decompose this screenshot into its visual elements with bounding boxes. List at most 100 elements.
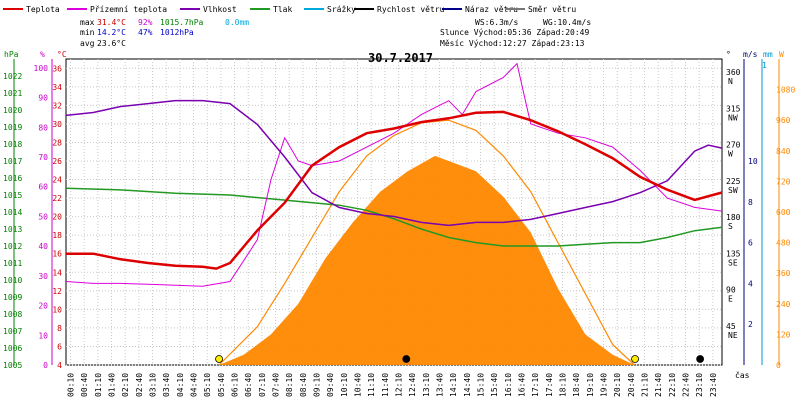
tick-hpa: 1015	[3, 191, 22, 200]
info-wg: WG:10.4m/s	[543, 18, 591, 27]
stat-min-label: min	[80, 28, 95, 37]
tick-time: 09:40	[326, 373, 335, 397]
tick-time: 19:40	[600, 373, 609, 397]
stat-avg-label: avg	[80, 39, 95, 48]
tick-celsius: 30	[52, 120, 62, 129]
tick-time: 16:40	[518, 373, 527, 397]
tick-time: 10:40	[354, 373, 363, 397]
tick-solar: 600	[776, 208, 791, 217]
tick-time: 14:10	[449, 373, 458, 397]
tick-wind: 2	[748, 320, 753, 329]
tick-time: 15:40	[490, 373, 499, 397]
tick-hpa: 1010	[3, 276, 22, 285]
tick-time: 16:10	[504, 373, 513, 397]
sunset-marker	[631, 355, 639, 363]
solar-radiation-area	[219, 155, 635, 365]
y-axis-ticks: 4681012141618202224262830323436100510061…	[3, 59, 795, 370]
tick-hpa: 1014	[3, 208, 22, 217]
tick-hpa: 1012	[3, 242, 22, 251]
legend-label: Vlhkost	[203, 5, 237, 14]
tick-wind: 10	[748, 157, 758, 166]
tick-solar: 120	[776, 330, 791, 339]
wind-unit: m/s	[743, 50, 758, 59]
tick-direction-degrees: 135	[726, 249, 741, 258]
tick-percent: 60	[38, 183, 48, 192]
tick-solar: 840	[776, 147, 791, 156]
tick-celsius: 34	[52, 83, 62, 92]
tick-percent: 20	[38, 302, 48, 311]
tick-wind: 8	[748, 198, 753, 207]
sunrise-marker	[215, 355, 223, 363]
tick-time: 15:10	[477, 373, 486, 397]
direction-unit: °	[726, 50, 731, 59]
tick-time: 11:40	[381, 373, 390, 397]
tick-time: 00:40	[80, 373, 89, 397]
tick-hpa: 1013	[3, 225, 22, 234]
tick-time: 04:10	[176, 373, 185, 397]
tick-hpa: 1021	[3, 89, 22, 98]
tick-time: 08:10	[285, 373, 294, 397]
legend-label: Rychlost větru	[377, 5, 445, 14]
tick-hpa: 1018	[3, 140, 22, 149]
tick-hpa: 1019	[3, 123, 22, 132]
legend-label: Náraz větru	[465, 5, 518, 14]
tick-time: 03:10	[149, 373, 158, 397]
tick-direction-compass: E	[728, 295, 733, 304]
tick-percent: 90	[38, 94, 48, 103]
tick-time: 01:10	[94, 373, 103, 397]
tick-solar: 0	[776, 361, 781, 370]
tick-hpa: 1008	[3, 310, 22, 319]
tick-percent: 100	[34, 64, 49, 73]
rain-axis-value: 1	[762, 61, 767, 70]
tick-solar: 360	[776, 269, 791, 278]
tick-hpa: 1020	[3, 106, 22, 115]
tick-time: 14:40	[463, 373, 472, 397]
tick-direction-degrees: 180	[726, 213, 741, 222]
stat-max-press: 1015.7hPa	[160, 18, 204, 27]
tick-percent: 30	[38, 272, 48, 281]
tick-time: 23:10	[695, 373, 704, 397]
stat-min-hum: 47%	[138, 28, 153, 37]
tick-time: 21:40	[654, 373, 663, 397]
tick-time: 21:10	[641, 373, 650, 397]
tick-time: 02:10	[121, 373, 130, 397]
tick-time: 17:10	[531, 373, 540, 397]
tick-direction-degrees: 360	[726, 68, 741, 77]
tick-time: 07:10	[258, 373, 267, 397]
tick-solar: 1080	[776, 86, 795, 95]
tick-percent: 70	[38, 153, 48, 162]
legend-label: Teplota	[26, 5, 60, 14]
solar-unit: W	[779, 50, 784, 59]
tick-time: 06:40	[244, 373, 253, 397]
tick-celsius: 14	[52, 268, 62, 277]
tick-direction-degrees: 315	[726, 104, 741, 113]
series-line-prizemni-teplota	[65, 62, 723, 287]
tick-percent: 80	[38, 123, 48, 132]
tick-hpa: 1016	[3, 174, 22, 183]
tick-hpa: 1006	[3, 344, 22, 353]
stat-max-temp: 31.4°C	[97, 18, 126, 27]
tick-direction-degrees: 225	[726, 177, 741, 186]
tick-time: 05:10	[203, 373, 212, 397]
series-line-tlak	[65, 187, 723, 247]
tick-direction-compass: SE	[728, 258, 738, 267]
tick-celsius: 20	[52, 213, 62, 222]
tick-time: 05:40	[217, 373, 226, 397]
solar-series	[218, 119, 635, 366]
tick-percent: 10	[38, 331, 48, 340]
legend-label: Tlak	[273, 5, 292, 14]
tick-celsius: 12	[52, 287, 62, 296]
tick-percent: 0	[43, 361, 48, 370]
tick-direction-compass: NE	[728, 331, 738, 340]
tick-celsius: 24	[52, 176, 62, 185]
tick-direction-degrees: 45	[726, 322, 736, 331]
moonrise-marker	[402, 355, 411, 363]
tick-hpa: 1017	[3, 157, 22, 166]
tick-direction-compass: S	[728, 222, 733, 231]
tick-hpa: 1011	[3, 259, 22, 268]
tick-celsius: 10	[52, 305, 62, 314]
tick-time: 08:40	[299, 373, 308, 397]
tick-direction-degrees: 270	[726, 141, 741, 150]
solar-max-line	[218, 119, 635, 366]
